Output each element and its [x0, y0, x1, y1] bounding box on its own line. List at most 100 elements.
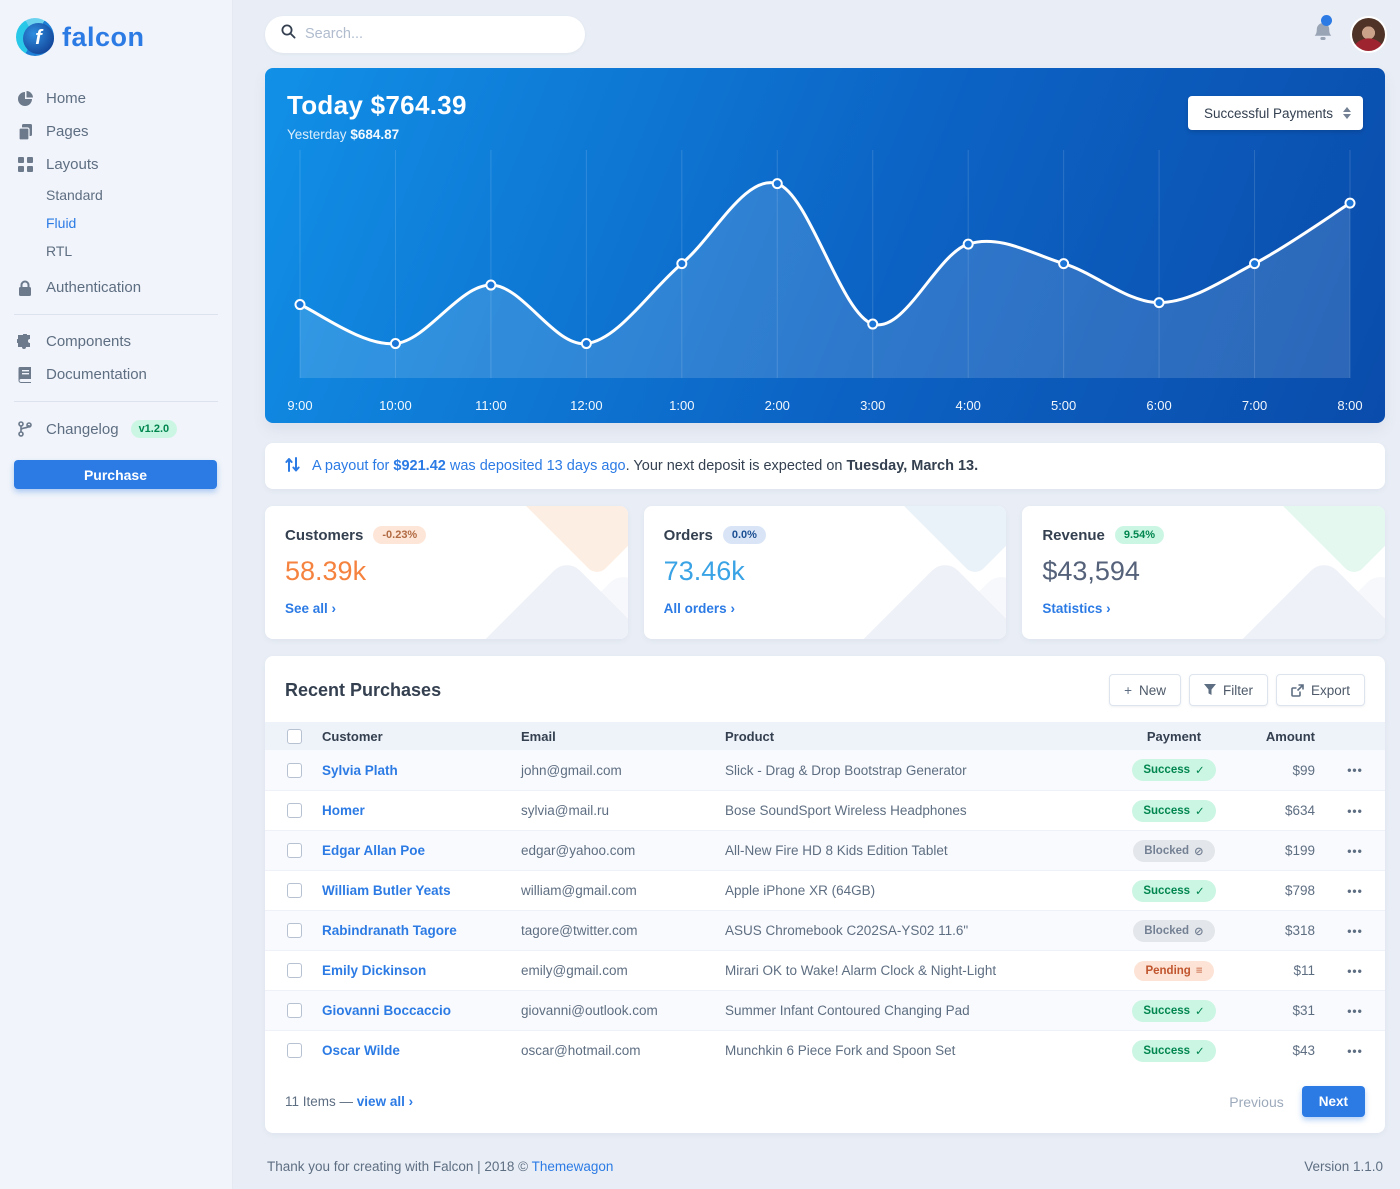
email-cell: sylvia@mail.ru: [521, 803, 609, 818]
payout-link[interactable]: A payout for $921.42 was deposited 13 da…: [312, 458, 626, 474]
purchase-button[interactable]: Purchase: [14, 460, 217, 489]
brand-logo[interactable]: f falcon: [14, 14, 218, 82]
new-button[interactable]: + New: [1109, 674, 1181, 706]
payment-status-badge: Success ✓: [1132, 1039, 1216, 1062]
product-cell: ASUS Chromebook C202SA-YS02 11.6": [725, 923, 969, 938]
export-button[interactable]: Export: [1275, 674, 1365, 706]
chart-data-point: [389, 338, 401, 350]
customers-value: 58.39k: [285, 556, 367, 586]
customer-link[interactable]: Rabindranath Tagore: [322, 923, 457, 938]
footer-credit: Thank you for creating with Falcon | 201…: [267, 1159, 614, 1174]
customers-title: Customers: [285, 526, 364, 544]
status-icon: ✓: [1195, 885, 1205, 898]
product-cell: Slick - Drag & Drop Bootstrap Generator: [725, 762, 967, 778]
status-icon: ⊘: [1194, 925, 1204, 938]
chart-data-point: [962, 238, 974, 250]
row-checkbox[interactable]: [287, 762, 302, 778]
row-checkbox[interactable]: [287, 923, 302, 938]
sidebar-item-components[interactable]: Components: [14, 325, 218, 358]
sidebar-item-pages[interactable]: Pages: [14, 115, 218, 148]
themewagon-link[interactable]: Themewagon: [531, 1159, 614, 1174]
sidebar-item-home[interactable]: Home: [14, 82, 218, 115]
x-axis-tick: 3:00: [860, 398, 886, 413]
table-row: Rabindranath Tagore tagore@twitter.com ASU…: [265, 910, 1385, 950]
row-checkbox[interactable]: [287, 1043, 302, 1058]
row-actions-button[interactable]: •••: [1347, 843, 1363, 858]
row-checkbox[interactable]: [287, 963, 302, 978]
recent-purchases-card: Recent Purchases + New Filter Export: [265, 656, 1385, 1133]
payments-chart-card: Today $764.39 Yesterday $684.87 Successf…: [265, 68, 1385, 423]
all-orders-link[interactable]: All orders ›: [663, 601, 735, 616]
search-input[interactable]: [305, 26, 569, 42]
puzzle-icon: [16, 333, 34, 350]
notifications-bell-icon[interactable]: [1312, 14, 1334, 49]
search-icon: [281, 24, 296, 44]
row-checkbox[interactable]: [287, 1003, 302, 1018]
x-axis-tick: 2:00: [764, 398, 790, 413]
brand-name: falcon: [62, 21, 145, 52]
row-actions-button[interactable]: •••: [1347, 1043, 1363, 1058]
purchases-table: Customer Email Product Payment Amount Sy…: [265, 722, 1385, 1070]
customer-link[interactable]: Sylvia Plath: [322, 762, 398, 778]
table-row: Sylvia Plath john@gmail.com Slick - Drag &…: [265, 750, 1385, 790]
table-row: Edgar Allan Poe edgar@yahoo.com All-New Fi…: [265, 830, 1385, 870]
customer-link[interactable]: Oscar Wilde: [322, 1043, 400, 1058]
row-actions-button[interactable]: •••: [1347, 923, 1363, 938]
table-row: William Butler Yeats william@gmail.com App…: [265, 870, 1385, 910]
sidebar-item-rtl[interactable]: RTL: [46, 243, 73, 259]
sidebar-item-documentation[interactable]: Documentation: [14, 358, 218, 391]
product-cell: Mirari OK to Wake! Alarm Clock & Night-L…: [725, 963, 997, 978]
see-all-link[interactable]: See all ›: [285, 601, 337, 616]
amount-cell: $798: [1284, 883, 1315, 898]
x-axis-tick: 1:00: [669, 398, 695, 413]
statistics-link[interactable]: Statistics ›: [1042, 601, 1111, 616]
next-button[interactable]: Next: [1301, 1086, 1365, 1117]
select-all-checkbox[interactable]: [287, 728, 302, 744]
product-cell: Munchkin 6 Piece Fork and Spoon Set: [725, 1043, 956, 1058]
previous-button[interactable]: Previous: [1229, 1093, 1284, 1110]
payments-type-select[interactable]: Successful Payments: [1187, 96, 1363, 130]
view-all-link[interactable]: view all ›: [356, 1094, 414, 1109]
product-cell: Bose SoundSport Wireless Headphones: [725, 803, 967, 818]
customer-link[interactable]: Homer: [322, 803, 365, 818]
row-checkbox[interactable]: [287, 803, 302, 818]
customer-link[interactable]: Giovanni Boccaccio: [322, 1003, 452, 1018]
email-cell: giovanni@outlook.com: [521, 1003, 658, 1018]
row-actions-button[interactable]: •••: [1347, 1003, 1363, 1018]
row-actions-button[interactable]: •••: [1347, 803, 1363, 818]
table-header-row: Customer Email Product Payment Amount: [265, 722, 1385, 750]
chart-data-point: [1249, 258, 1261, 270]
sidebar-item-layouts[interactable]: Layouts: [14, 148, 218, 181]
recent-purchases-title: Recent Purchases: [285, 679, 442, 700]
sidebar-item-changelog[interactable]: Changelog v1.2.0: [14, 412, 218, 446]
search-box[interactable]: [265, 15, 585, 53]
sidebar-divider: [14, 401, 218, 402]
payment-status-badge: Success ✓: [1132, 799, 1216, 822]
payments-line-chart[interactable]: [265, 150, 1385, 398]
orders-value: 73.46k: [663, 556, 745, 586]
row-checkbox[interactable]: [287, 843, 302, 858]
sidebar-item-authentication[interactable]: Authentication: [14, 271, 218, 304]
filter-funnel-icon: [1203, 684, 1216, 696]
status-icon: ⊘: [1194, 845, 1204, 858]
user-avatar[interactable]: [1352, 17, 1385, 51]
sidebar-item-standard[interactable]: Standard: [46, 187, 103, 203]
row-actions-button[interactable]: •••: [1347, 963, 1363, 978]
row-actions-button[interactable]: •••: [1347, 763, 1363, 777]
pie-chart-icon: [16, 90, 34, 107]
sidebar: f falcon Home Pages Layouts Standard Flu…: [0, 0, 233, 1189]
copy-icon: [16, 123, 34, 140]
payment-status-badge: Success ✓: [1132, 999, 1216, 1022]
amount-cell: $199: [1284, 843, 1315, 858]
x-axis-tick: 8:00: [1337, 398, 1363, 413]
version-badge: v1.2.0: [130, 420, 178, 438]
sidebar-item-fluid[interactable]: Fluid: [46, 215, 77, 231]
row-actions-button[interactable]: •••: [1347, 883, 1363, 898]
orders-card: Orders 0.0% 73.46k All orders ›: [643, 506, 1007, 639]
customer-link[interactable]: Emily Dickinson: [322, 963, 427, 978]
sidebar-divider: [14, 314, 218, 315]
filter-button[interactable]: Filter: [1188, 674, 1268, 706]
customer-link[interactable]: William Butler Yeats: [322, 883, 451, 898]
customer-link[interactable]: Edgar Allan Poe: [322, 843, 426, 858]
row-checkbox[interactable]: [287, 883, 302, 898]
